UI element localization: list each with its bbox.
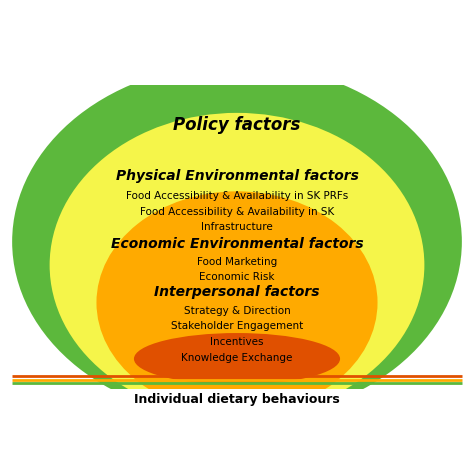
Text: Knowledge Exchange: Knowledge Exchange: [182, 353, 292, 363]
Text: Physical Environmental factors: Physical Environmental factors: [116, 169, 358, 183]
Text: Individual dietary behaviours: Individual dietary behaviours: [134, 393, 340, 406]
Text: Interpersonal factors: Interpersonal factors: [154, 285, 320, 299]
Text: Economic Environmental factors: Economic Environmental factors: [111, 237, 363, 251]
Text: Strategy & Direction: Strategy & Direction: [183, 306, 291, 316]
Text: Food Accessibility & Availability in SK: Food Accessibility & Availability in SK: [140, 207, 334, 217]
Text: Stakeholder Engagement: Stakeholder Engagement: [171, 321, 303, 331]
Text: Food Marketing: Food Marketing: [197, 256, 277, 266]
Text: Infrastructure: Infrastructure: [201, 222, 273, 232]
Ellipse shape: [50, 113, 424, 417]
Ellipse shape: [97, 191, 377, 414]
Text: Food Accessibility & Availability in SK PRFs: Food Accessibility & Availability in SK …: [126, 191, 348, 201]
Ellipse shape: [12, 64, 462, 419]
Ellipse shape: [134, 333, 340, 384]
Text: Economic Risk: Economic Risk: [199, 272, 275, 283]
Text: Incentives: Incentives: [210, 337, 264, 347]
Text: Policy factors: Policy factors: [173, 116, 301, 134]
